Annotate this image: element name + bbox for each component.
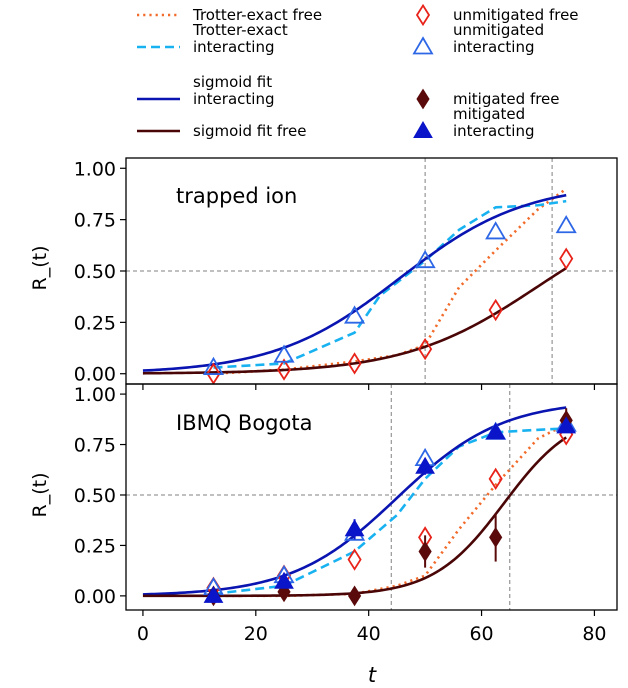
series-line-trotter-exact-free	[213, 423, 567, 598]
y-tick-label: 0.00	[74, 586, 116, 608]
series-line-sigmoid-fit-free	[142, 267, 567, 375]
panel-title-ibmq-bogota: IBMQ Bogota	[176, 411, 312, 435]
legend-label-trotter-exact-interacting: Trotter-exact interacting	[192, 21, 288, 56]
data-point-mitigated-free	[347, 585, 362, 607]
legend-label-unmitigated-free: unmitigated free	[453, 6, 579, 24]
legend-marker-mitigated-free	[416, 88, 430, 110]
data-point-unmitigated-free	[488, 298, 503, 322]
data-point-mitigated-interacting	[415, 456, 435, 474]
y-tick-label: 1.00	[74, 384, 116, 406]
data-point-unmitigated-interacting	[414, 249, 436, 269]
data-point-unmitigated-free	[347, 352, 362, 375]
x-tick-label: 60	[469, 623, 493, 645]
data-point-mitigated-free	[418, 541, 432, 562]
data-point-unmitigated-interacting	[273, 344, 295, 363]
legend-label-mitigated-interacting: mitigated interacting	[453, 105, 534, 140]
x-tick-label: 20	[244, 623, 268, 645]
panel-ibmq-bogota: 0.00 0.25 0.50 0.75 1.00 0 20 40 60 80 IBMQ Bogota	[74, 383, 618, 645]
series-line-sigmoid-fit-interacting	[142, 193, 567, 372]
panel-trapped-ion: 0.00 0.25 0.50 0.75 1.00 trapped ion	[74, 157, 618, 390]
legend-label-mitigated-free: mitigated free	[453, 90, 560, 108]
data-point-unmitigated-free	[488, 467, 503, 491]
data-point-mitigated-interacting	[203, 585, 224, 603]
y-tick-label: 0.25	[74, 312, 116, 334]
x-axis-label: t	[368, 663, 377, 687]
data-point-mitigated-free	[489, 526, 503, 548]
series-line-trotter-exact-free	[213, 187, 567, 376]
x-tick-label: 0	[137, 623, 149, 645]
y-tick-label: 0.50	[74, 485, 116, 507]
panel-title-trapped-ion: trapped ion	[176, 184, 297, 208]
data-point-mitigated-interacting	[485, 422, 506, 440]
data-point-mitigated-interacting	[274, 571, 294, 589]
x-tick-label: 40	[357, 623, 381, 645]
legend-label-sigmoid-fit-interacting: sigmoid fit interacting	[193, 73, 274, 108]
y-tick-label: 0.75	[74, 435, 116, 457]
legend-marker-mitigated-interacting	[413, 121, 433, 138]
y-axis-label-top: R_(t)	[29, 246, 51, 291]
y-tick-label: 0.50	[74, 261, 116, 283]
data-point-unmitigated-interacting	[485, 221, 507, 240]
data-point-unmitigated-interacting	[555, 215, 577, 234]
data-point-unmitigated-free	[347, 548, 362, 571]
legend-label-sigmoid-fit-free: sigmoid fit free	[193, 122, 306, 140]
y-tick-label: 0.00	[74, 364, 116, 386]
data-point-unmitigated-free	[559, 247, 574, 270]
data-point-mitigated-interacting	[556, 416, 577, 434]
y-tick-label: 0.75	[74, 210, 116, 232]
y-axis-label-bottom: R_(t)	[29, 473, 51, 518]
series-line-sigmoid-fit-free	[142, 436, 567, 598]
data-point-unmitigated-interacting	[344, 305, 366, 324]
plot-frame	[125, 383, 618, 611]
data-point-unmitigated-free	[276, 358, 292, 381]
series-line-trotter-exact-interacting	[213, 427, 567, 596]
y-tick-label: 1.00	[74, 158, 116, 180]
legend-marker-unmitigated-interacting	[412, 36, 434, 55]
data-point-unmitigated-free	[418, 337, 433, 361]
data-point-unmitigated-interacting	[202, 356, 225, 375]
y-tick-label: 0.25	[74, 535, 116, 557]
data-point-unmitigated-free	[206, 362, 221, 385]
data-point-mitigated-interacting	[344, 519, 365, 537]
legend-marker-unmitigated-free	[415, 3, 431, 27]
legend-label-unmitigated-interacting: unmitigated interacting	[453, 21, 544, 56]
x-tick-label: 80	[582, 623, 606, 645]
legend-label-trotter-exact-free: Trotter-exact free	[192, 6, 322, 24]
